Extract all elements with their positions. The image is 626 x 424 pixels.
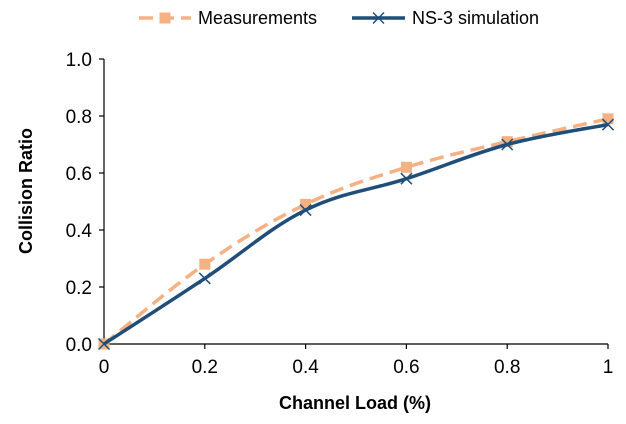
legend-marker-ns3-simulation (372, 11, 385, 25)
data-point-ns3-simulation (299, 204, 312, 217)
legend-marker-measurements (159, 12, 171, 24)
x-tick-label: 0.2 (192, 357, 218, 378)
x-tick-label: 0.6 (393, 357, 419, 378)
data-point-ns3-simulation-stroke-b (299, 204, 312, 217)
legend-item-ns3-simulation: NS-3 simulation (352, 8, 539, 28)
x-tick-label: 0 (99, 357, 110, 378)
y-tick-label: 0.6 (66, 164, 92, 185)
x-tick-label: 1 (603, 357, 614, 378)
data-point-ns3-simulation-stroke-b (97, 337, 111, 351)
data-point-ns3-simulation-stroke-b (198, 272, 211, 285)
data-point-ns3-simulation (501, 138, 514, 151)
data-point-ns3-simulation (601, 118, 615, 131)
legend-item-measurements: Measurements (139, 8, 317, 28)
data-point-ns3-simulation-stroke-b (400, 172, 413, 185)
data-point-measurements (501, 136, 513, 148)
series-line-measurements (102, 117, 609, 346)
data-point-measurements (199, 258, 211, 270)
data-point-ns3-simulation (198, 272, 211, 285)
data-point-measurements (300, 198, 312, 210)
legend-label-ns3-simulation: NS-3 simulation (412, 8, 539, 28)
y-tick-label: 1.0 (66, 50, 92, 71)
series-measurements (98, 113, 614, 350)
data-point-ns3-simulation-stroke-b (501, 138, 514, 151)
legend-label-measurements: Measurements (198, 8, 317, 28)
y-tick-label: 0.2 (66, 278, 92, 299)
legend: Measurements NS-3 simulation (139, 8, 539, 28)
y-tick-label: 0.8 (66, 107, 92, 128)
y-tick-label: 0.0 (66, 335, 92, 356)
y-tick-label: 0.4 (66, 221, 93, 242)
data-point-ns3-simulation-stroke-b (601, 118, 615, 131)
legend-marker-ns3-simulation-stroke-b (372, 11, 385, 25)
data-point-measurements (400, 161, 412, 173)
x-axis-title: Channel Load (%) (279, 393, 431, 413)
x-tick-label: 0.4 (292, 357, 319, 378)
series-line-ns3-simulation (103, 122, 609, 346)
data-point-measurements (602, 113, 614, 125)
series-layer (97, 113, 615, 351)
series-ns3-simulation (97, 118, 615, 351)
axes: 0.0 0.2 0.4 0.6 0.8 1.0 0 0.2 0.4 0.6 0.8 1 (66, 50, 614, 378)
x-tick-label: 0.8 (494, 357, 520, 378)
data-point-ns3-simulation (97, 337, 111, 351)
data-point-ns3-simulation (400, 172, 413, 185)
y-axis-title: Collision Ratio (16, 128, 36, 254)
